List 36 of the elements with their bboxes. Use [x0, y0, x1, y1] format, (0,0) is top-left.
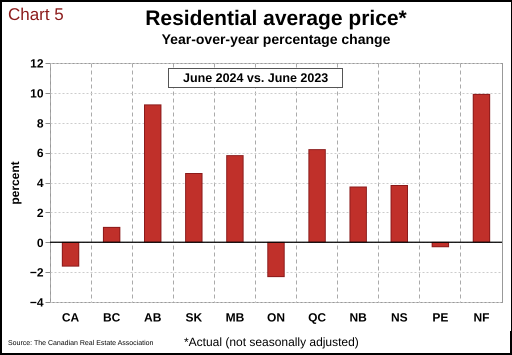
x-tick-label: ON — [267, 310, 285, 324]
x-tick-label: NF — [473, 310, 490, 324]
x-tick-label: MB — [226, 310, 245, 324]
x-tick-label: CA — [62, 310, 80, 324]
bar — [472, 94, 490, 243]
bar — [349, 186, 367, 243]
y-tick-label: 0 — [36, 236, 44, 250]
bar — [308, 149, 326, 243]
chart-title: Residential average price* — [145, 7, 408, 30]
y-tick-label: 4 — [36, 176, 44, 190]
x-tick-label: SK — [185, 310, 202, 324]
y-tick-label: −4 — [30, 296, 44, 310]
x-tick-label: NS — [390, 310, 408, 324]
bar — [267, 242, 285, 278]
annotation: June 2024 vs. June 2023 — [168, 68, 344, 88]
y-tick-label: 12 — [30, 56, 44, 70]
x-tick-label: BC — [102, 310, 121, 324]
y-tick-label: 6 — [36, 146, 44, 160]
x-tick-label: PE — [432, 310, 448, 324]
bar — [62, 242, 80, 267]
x-tick-label: NB — [350, 310, 368, 324]
chart-subtitle: Year-over-year percentage change — [162, 31, 391, 47]
bar — [390, 184, 408, 243]
y-tick-label: −2 — [30, 266, 44, 280]
bar — [226, 155, 244, 243]
y-axis-title: percent — [8, 161, 22, 205]
bar — [102, 226, 120, 243]
text: *Actual (not seasonally adjusted) — [184, 335, 359, 349]
bar — [185, 173, 203, 243]
y-tick-label: 2 — [36, 206, 44, 220]
caption: Chart 5 — [8, 5, 64, 25]
x-tick-label: QC — [308, 310, 326, 324]
y-tick-label: 8 — [36, 116, 44, 130]
x-tick-label: AB — [144, 310, 162, 324]
bar — [144, 104, 162, 243]
y-tick-label: 10 — [30, 86, 44, 100]
